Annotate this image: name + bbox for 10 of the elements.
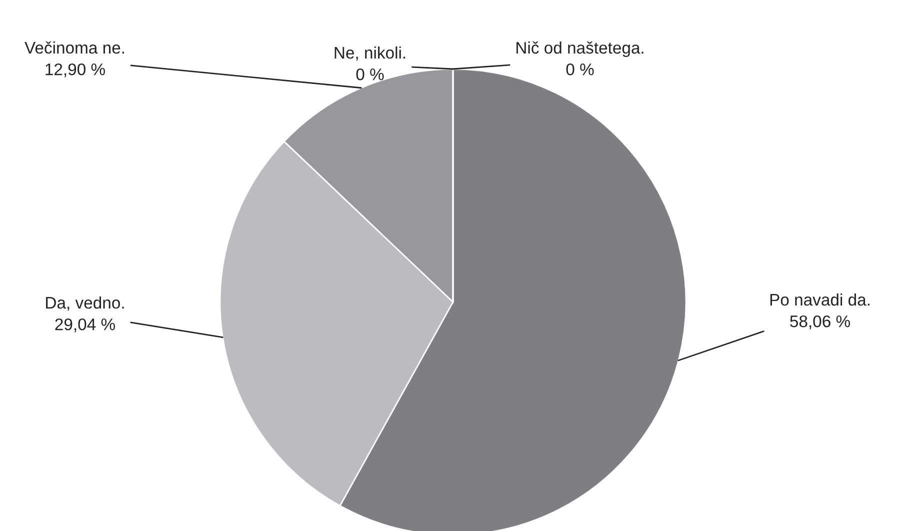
slice-label: Večinoma ne.	[24, 41, 124, 54]
slice-label: Da, vedno.	[46, 296, 124, 311]
data-label: 58,06 %	[790, 315, 850, 330]
data-label: 12,90 %	[46, 63, 105, 78]
slice-label: Po navadi da.	[770, 293, 870, 306]
text: 0 %	[566, 63, 594, 76]
category-label: Nič od naštetega.	[516, 41, 644, 58]
category-label: Ne, nikoli.	[334, 46, 406, 61]
data-label: 29,04 %	[55, 318, 115, 332]
text: 0 %	[356, 68, 384, 80]
